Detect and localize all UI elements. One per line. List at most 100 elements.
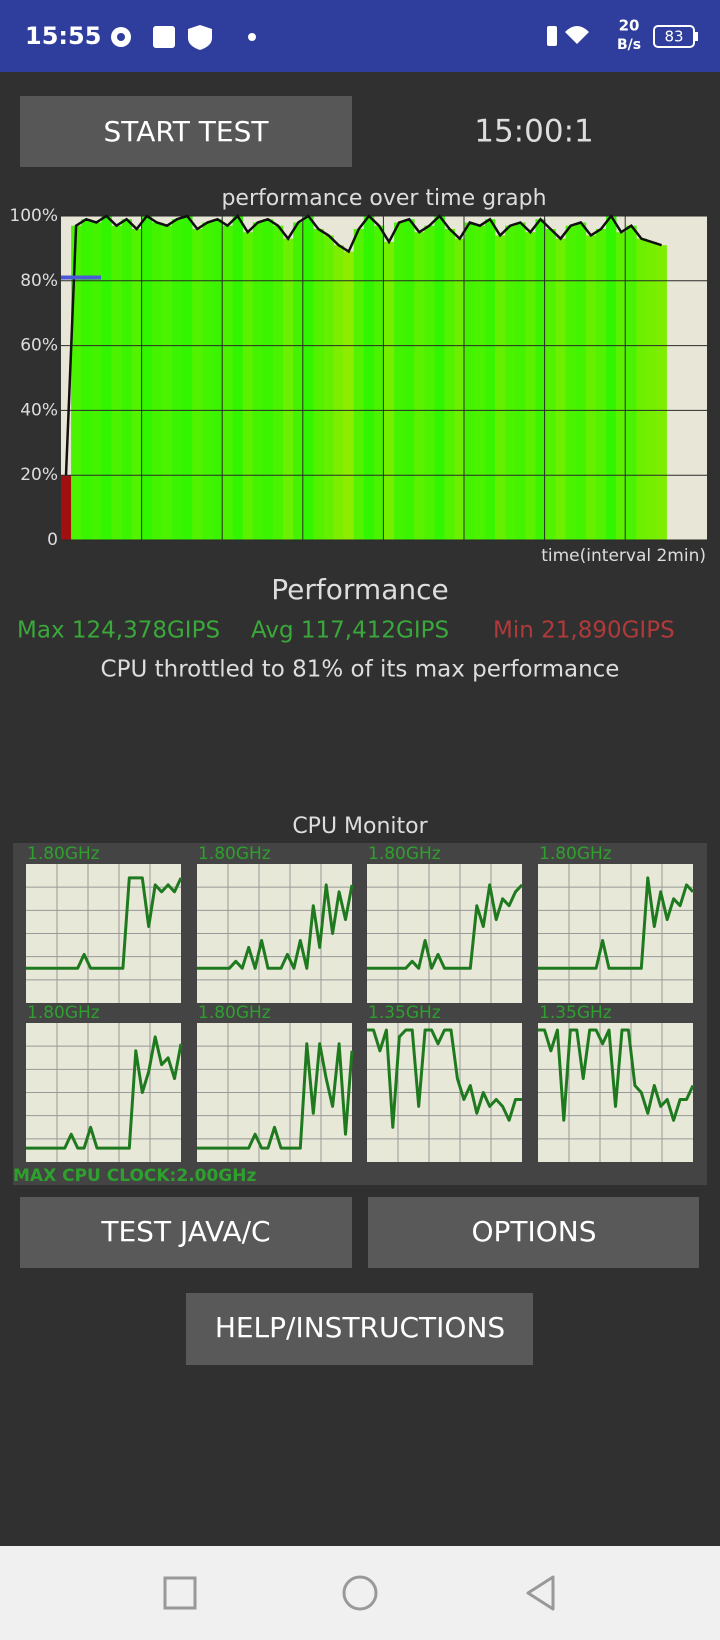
performance-bar [505,225,516,540]
performance-bar [323,235,334,540]
y-tick-label: 0 [47,530,58,550]
y-tick-label: 80% [20,271,58,291]
max-performance: Max 124,378GIPS [17,618,220,644]
performance-bar [313,228,324,540]
core-clock-label: 1.80GHz [27,1003,100,1023]
performance-bar [343,251,355,540]
graph-title: performance over time graph [221,186,546,211]
battery-level: 83 [664,28,683,46]
max-cpu-clock: MAX CPU CLOCK:2.00GHz [13,1166,256,1186]
performance-bar [515,222,526,541]
performance-line [64,213,662,476]
performance-bar [565,225,577,540]
performance-bar [303,216,314,540]
performance-bar [656,245,667,540]
performance-bar [262,219,274,541]
performance-bar [595,228,607,540]
performance-bar [141,216,153,540]
status-time: 15:55 [25,22,101,50]
performance-bar [525,232,536,540]
y-tick-label: 20% [20,465,58,485]
performance-bar [222,225,233,540]
performance-graph: 0 20% 40% 60% 80% 100% [9,206,707,550]
throttle-text: CPU throttled to 81% of its max performa… [101,657,620,683]
timer: 15:00:1 [474,114,594,150]
performance-bar [646,241,657,541]
performance-bar [91,222,102,541]
net-speed: 20 [619,17,640,35]
performance-bar [293,222,304,541]
performance-bar [101,216,112,540]
help-label[interactable]: HELP/INSTRUCTIONS [215,1311,505,1344]
performance-bar [151,222,163,541]
performance-bar [272,225,284,540]
core-line [197,1042,354,1150]
status-icons [111,25,589,50]
performance-bar [363,216,375,540]
status-bar [0,0,720,72]
core-clock-label: 1.80GHz [198,844,271,864]
shield-icon [188,25,212,50]
performance-bar [484,219,496,541]
performance-bar [575,222,587,541]
nav-back[interactable] [526,1575,555,1611]
core-clock-label: 1.35GHz [539,1003,612,1023]
test-java-button[interactable] [20,1197,352,1268]
core-line [538,1028,695,1122]
core-clock-label: 1.80GHz [539,844,612,864]
nav-recents[interactable] [163,1576,197,1610]
core-clock-label: 1.80GHz [368,844,441,864]
performance-bar [434,216,445,540]
performance-bar [474,225,486,540]
performance-bar [626,225,637,540]
y-tick-label: 100% [9,206,58,226]
performance-bar [81,219,92,541]
performance-bar [444,228,455,540]
help-button[interactable] [186,1293,533,1365]
core-clock-label: 1.80GHz [27,844,100,864]
performance-bar [464,222,476,541]
performance-bar [283,238,294,540]
options-button[interactable] [368,1197,699,1268]
performance-bar [414,232,425,540]
y-tick-label: 60% [20,336,58,356]
performance-bar [232,216,243,540]
performance-bar [161,225,173,540]
performance-bar [71,225,82,540]
start-test-button[interactable] [20,96,352,167]
net-unit: B/s [617,37,641,53]
core-line [367,1028,522,1129]
performance-bar [545,228,556,540]
performance-bar [606,216,617,540]
core-line [367,883,524,970]
nav-home[interactable] [342,1575,378,1611]
vibrate-icon [547,26,557,46]
performance-bar [172,219,183,541]
cpu-cores: 1.80GHz 1.80GHz 1.80GHz 1.80GHz 1.80GHz 1.80G… [26,844,695,1162]
wifi-icon [565,26,589,44]
core-line [197,883,354,970]
performance-bar [636,238,647,540]
core-line [538,876,695,970]
cpu-monitor-title: CPU Monitor [292,814,428,839]
core-clock-label: 1.35GHz [368,1003,441,1023]
performance-bar [242,232,254,540]
options-label[interactable]: OPTIONS [471,1215,596,1248]
performance-bar [111,225,122,540]
performance-bar [454,238,466,540]
performance-bar [333,245,344,540]
performance-bar [353,228,365,540]
performance-bar [535,219,546,541]
performance-bar [384,241,395,541]
performance-bar [616,232,627,540]
start-test-label[interactable]: START TEST [104,115,270,148]
y-tick-label: 40% [20,400,58,420]
app-icon [153,26,175,48]
performance-bar [495,235,506,540]
dot-icon [248,33,256,41]
nav-bar [0,1546,720,1640]
performance-bar [394,222,405,541]
test-java-label[interactable]: TEST JAVA/C [100,1215,270,1248]
